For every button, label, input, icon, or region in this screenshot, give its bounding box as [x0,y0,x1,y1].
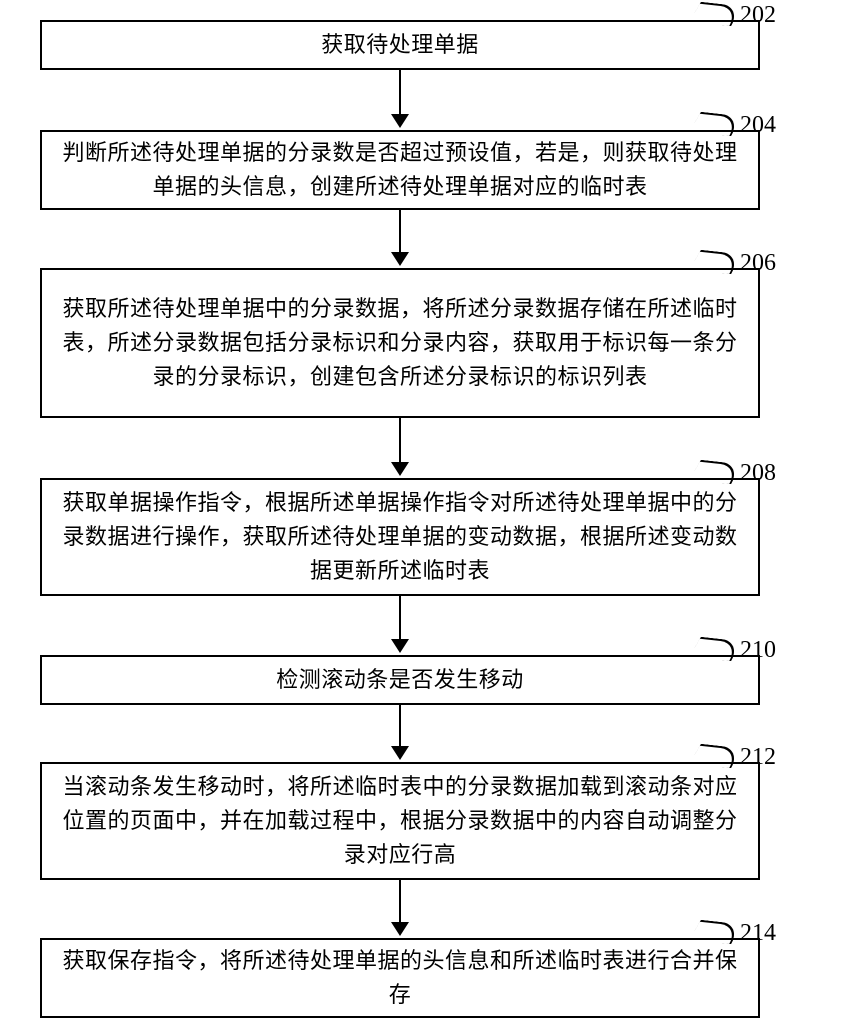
flowchart-canvas: 获取待处理单据 202 判断所述待处理单据的分录数是否超过预设值，若是，则获取待处理… [0,0,851,1000]
arrow-210-212 [391,705,409,760]
step-box-214: 获取保存指令，将所述待处理单据的头信息和所述临时表进行合并保存 [40,938,760,1018]
step-text-202: 获取待处理单据 [321,28,479,62]
step-box-206: 获取所述待处理单据中的分录数据，将所述分录数据存储在所述临时表，所述分录数据包括… [40,268,760,418]
step-text-204: 判断所述待处理单据的分录数是否超过预设值，若是，则获取待处理单据的头信息，创建所… [60,136,740,204]
step-box-204: 判断所述待处理单据的分录数是否超过预设值，若是，则获取待处理单据的头信息，创建所… [40,130,760,210]
step-label-206: 206 [740,250,776,277]
arrow-line [399,70,401,115]
step-text-214: 获取保存指令，将所述待处理单据的头信息和所述临时表进行合并保存 [60,944,740,1012]
step-label-214: 214 [740,920,776,947]
arrow-line [399,596,401,640]
arrow-line [399,418,401,463]
arrow-line [399,880,401,923]
step-label-208: 208 [740,460,776,487]
arrow-head-icon [391,114,409,128]
step-box-208: 获取单据操作指令，根据所述单据操作指令对所述待处理单据中的分录数据进行操作，获取… [40,478,760,596]
arrow-208-210 [391,596,409,653]
arrow-204-206 [391,210,409,266]
arrow-line [399,210,401,253]
arrow-212-214 [391,880,409,936]
step-label-204: 204 [740,112,776,139]
arrow-head-icon [391,922,409,936]
step-text-210: 检测滚动条是否发生移动 [276,663,524,697]
arrow-line [399,705,401,747]
arrow-206-208 [391,418,409,476]
step-label-202: 202 [740,2,776,29]
arrow-head-icon [391,462,409,476]
step-text-212: 当滚动条发生移动时，将所述临时表中的分录数据加载到滚动条对应位置的页面中，并在加… [60,770,740,872]
step-label-210: 210 [740,637,776,664]
arrow-202-204 [391,70,409,128]
arrow-head-icon [391,252,409,266]
step-box-210: 检测滚动条是否发生移动 [40,655,760,705]
step-box-212: 当滚动条发生移动时，将所述临时表中的分录数据加载到滚动条对应位置的页面中，并在加… [40,762,760,880]
step-text-208: 获取单据操作指令，根据所述单据操作指令对所述待处理单据中的分录数据进行操作，获取… [60,486,740,588]
step-label-212: 212 [740,744,776,771]
step-box-202: 获取待处理单据 [40,20,760,70]
arrow-head-icon [391,639,409,653]
arrow-head-icon [391,746,409,760]
step-text-206: 获取所述待处理单据中的分录数据，将所述分录数据存储在所述临时表，所述分录数据包括… [60,292,740,394]
